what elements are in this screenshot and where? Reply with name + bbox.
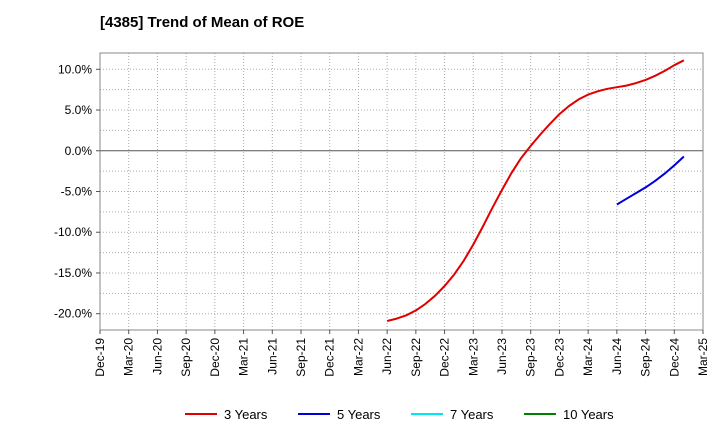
x-tick-label: Dec-22 bbox=[438, 338, 452, 377]
y-tick-label: 5.0% bbox=[65, 103, 93, 117]
x-tick-label: Jun-24 bbox=[610, 338, 624, 375]
x-tick-label: Sep-23 bbox=[524, 338, 538, 377]
x-tick-label: Mar-21 bbox=[237, 338, 251, 376]
legend-label: 3 Years bbox=[224, 407, 268, 422]
x-tick-label: Mar-20 bbox=[122, 338, 136, 376]
x-tick-label: Jun-22 bbox=[380, 338, 394, 375]
x-tick-label: Jun-21 bbox=[265, 338, 279, 375]
y-tick-label: -5.0% bbox=[61, 185, 93, 199]
x-axis-ticks: Dec-19 Mar-20 Jun-20 Sep-20 Dec-20 Mar-21 Jun-… bbox=[93, 330, 710, 377]
x-tick-label: Dec-23 bbox=[552, 338, 566, 377]
y-tick-label: -20.0% bbox=[54, 307, 92, 321]
series-lines bbox=[386, 59, 685, 322]
x-tick-label: Jun-23 bbox=[495, 338, 509, 375]
legend: 3 Years 5 Years 7 Years 10 Years bbox=[185, 407, 614, 422]
y-tick-label: 0.0% bbox=[65, 144, 93, 158]
x-tick-label: Dec-19 bbox=[93, 338, 107, 377]
x-tick-label: Mar-24 bbox=[581, 338, 595, 376]
series-line-5-years bbox=[616, 155, 685, 206]
x-tick-label: Mar-22 bbox=[351, 338, 365, 376]
legend-label: 5 Years bbox=[337, 407, 381, 422]
x-tick-label: Jun-20 bbox=[150, 338, 164, 375]
y-tick-label: -15.0% bbox=[54, 266, 92, 280]
x-tick-label: Sep-20 bbox=[179, 338, 193, 377]
x-tick-label: Mar-25 bbox=[696, 338, 710, 376]
x-tick-label: Sep-22 bbox=[409, 338, 423, 377]
x-tick-label: Dec-21 bbox=[323, 338, 337, 377]
y-tick-label: 10.0% bbox=[58, 62, 92, 76]
y-tick-label: -10.0% bbox=[54, 225, 92, 239]
legend-label: 10 Years bbox=[563, 407, 614, 422]
x-tick-label: Dec-24 bbox=[667, 338, 681, 377]
x-tick-label: Sep-21 bbox=[294, 338, 308, 377]
chart-title: [4385] Trend of Mean of ROE bbox=[100, 14, 305, 31]
y-axis-ticks: 10.0% 5.0% 0.0% -5.0% -10.0% -15.0% -20.0% bbox=[54, 62, 100, 321]
legend-label: 7 Years bbox=[450, 407, 494, 422]
x-tick-label: Dec-20 bbox=[208, 338, 222, 377]
x-tick-label: Sep-24 bbox=[639, 338, 653, 377]
series-line-3-years bbox=[386, 59, 685, 322]
x-tick-label: Mar-23 bbox=[466, 338, 480, 376]
grid bbox=[100, 53, 703, 330]
